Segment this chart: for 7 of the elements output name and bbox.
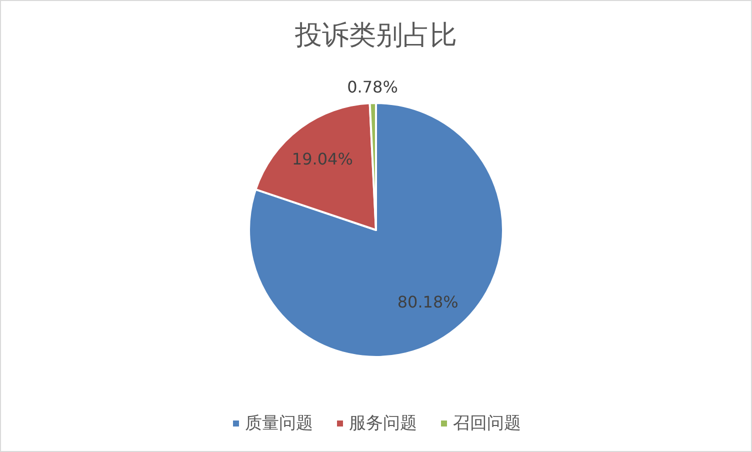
legend-label: 召回问题 [453, 414, 521, 434]
data-label: 80.18% [397, 292, 458, 312]
data-label: 19.04% [292, 150, 353, 169]
legend-label: 质量问题 [245, 414, 313, 434]
chart-title: 投诉类别占比 [294, 20, 457, 51]
data-label: 0.78% [347, 78, 398, 97]
legend-label: 服务问题 [349, 414, 417, 434]
